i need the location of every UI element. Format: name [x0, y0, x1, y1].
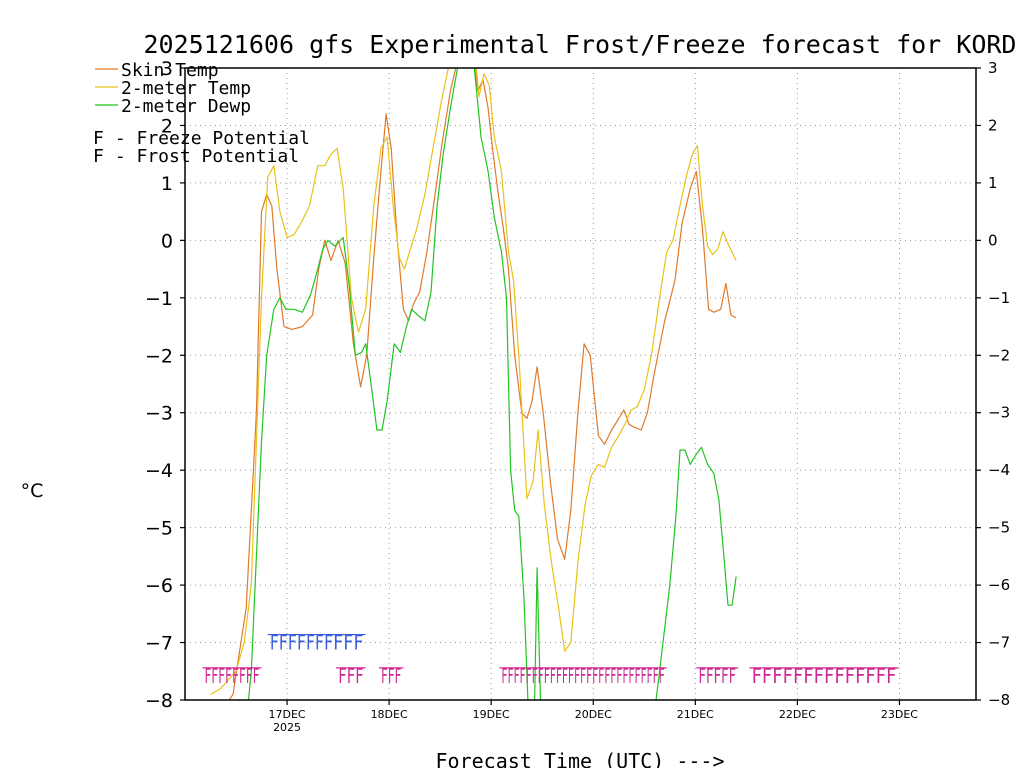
- y-tick-label: −2: [145, 345, 173, 367]
- chart-title: 2025121606 gfs Experimental Frost/Freeze…: [144, 30, 1017, 59]
- legend-frost-label: - Frost Potential: [104, 146, 299, 167]
- y-tick-label-right: −2: [988, 346, 1010, 364]
- x-tick-label: 20DEC: [575, 708, 612, 721]
- y-tick-label: −4: [145, 460, 173, 482]
- y-tick-label: −3: [145, 403, 173, 425]
- y-tick-label-right: 3: [988, 59, 998, 77]
- grid: [185, 68, 976, 700]
- y-tick-label-right: −5: [988, 519, 1010, 537]
- legend-freeze-label: - Freeze Potential: [104, 128, 310, 149]
- y-tick-label-right: −6: [988, 576, 1010, 594]
- x-tick-sublabel: 2025: [273, 721, 301, 734]
- y-tick-label: 3: [161, 58, 173, 80]
- y-tick-label-right: 0: [988, 231, 998, 249]
- y-tick-label-right: 2: [988, 116, 998, 134]
- series-line-2-meter-temp: [210, 68, 737, 695]
- tick-group: −8 −8 −7 −7 −6 −6 −5 −5 −4 −4 −3 −3 −2 −2 −1 −1 0 0 1 1 2 2 3 3…: [145, 58, 1010, 734]
- legend-label-skin-temp: Skin Temp: [121, 60, 219, 81]
- legend-freeze-letter: F: [93, 128, 104, 149]
- y-tick-label: 1: [161, 173, 173, 195]
- y-tick-label-right: −1: [988, 289, 1010, 307]
- legend: Skin Temp 2-meter Temp 2-meter Dewp F - …: [93, 60, 310, 167]
- y-axis-label: °C: [21, 480, 44, 502]
- y-tick-label-right: −8: [988, 691, 1010, 709]
- series-line-2-meter-dewp: [247, 68, 737, 700]
- y-tick-label: 2: [161, 115, 173, 137]
- y-tick-label-right: −3: [988, 404, 1010, 422]
- legend-label-2m-temp: 2-meter Temp: [121, 78, 251, 99]
- x-tick-label: 23DEC: [881, 708, 918, 721]
- x-tick-label: 22DEC: [779, 708, 816, 721]
- series-group: [210, 68, 737, 700]
- y-tick-label-right: 1: [988, 174, 998, 192]
- y-tick-label: −8: [145, 690, 173, 712]
- y-tick-label: −6: [145, 575, 173, 597]
- x-tick-label: 21DEC: [677, 708, 714, 721]
- x-axis-label: Forecast Time (UTC) --->: [436, 749, 725, 768]
- x-tick-label: 18DEC: [371, 708, 408, 721]
- legend-frost-letter: F: [93, 146, 104, 167]
- y-tick-label-right: −7: [988, 634, 1010, 652]
- y-tick-label: −5: [145, 518, 173, 540]
- series-line-skin-temp: [228, 68, 737, 700]
- y-tick-label: −7: [145, 633, 173, 655]
- y-tick-label-right: −4: [988, 461, 1010, 479]
- y-tick-label: 0: [161, 230, 173, 252]
- x-tick-label: 17DEC: [269, 708, 306, 721]
- x-tick-label: 19DEC: [473, 708, 510, 721]
- y-tick-label: −1: [145, 288, 173, 310]
- plot-frame: [184, 67, 977, 701]
- legend-label-2m-dewp: 2-meter Dewp: [121, 96, 251, 117]
- flags-group: FFFFFFFFFFFFFFF FFFFFF FFF FFFFFFFFFFFFFFFF…: [202, 631, 899, 688]
- flag-run-4: FFF: [381, 664, 401, 688]
